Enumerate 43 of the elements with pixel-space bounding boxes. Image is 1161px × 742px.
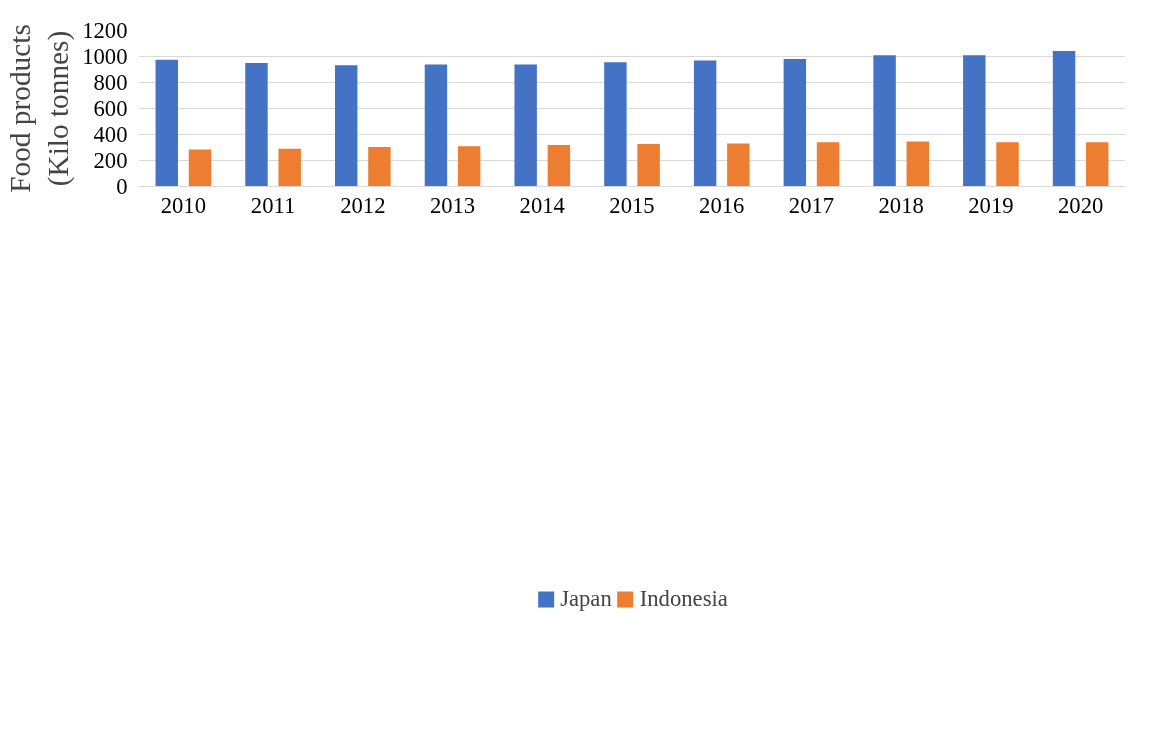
x-tick-label: 2014 xyxy=(519,192,565,218)
bar xyxy=(604,62,627,187)
bar xyxy=(637,144,660,187)
bar xyxy=(368,147,391,187)
legend-label: Japan xyxy=(560,585,612,612)
y-axis-title: Food products (Kilo tonnes) xyxy=(3,24,76,193)
y-tick-label: 0 xyxy=(116,174,128,199)
bar xyxy=(727,143,750,187)
bar xyxy=(514,64,537,187)
y-tick-label: 800 xyxy=(93,70,128,95)
x-tick-label: 2010 xyxy=(160,192,207,218)
x-tick-label: 2017 xyxy=(788,192,835,218)
bar xyxy=(155,59,178,187)
bar xyxy=(245,63,268,187)
bar xyxy=(783,58,807,187)
bar xyxy=(906,141,929,187)
y-tick-label: 200 xyxy=(93,148,128,173)
bar xyxy=(693,60,717,187)
bar xyxy=(335,65,358,187)
y-tick-label: 1000 xyxy=(82,44,128,69)
bar xyxy=(1052,50,1076,187)
x-tick-label: 2011 xyxy=(250,192,296,218)
bar xyxy=(424,64,448,187)
bar xyxy=(457,146,481,187)
bar xyxy=(996,142,1019,187)
x-tick-label: 2012 xyxy=(340,192,386,218)
bar xyxy=(1086,142,1109,187)
x-tick-label: 2015 xyxy=(609,192,655,218)
x-tick-label: 2020 xyxy=(1057,192,1104,218)
bar xyxy=(547,144,571,187)
bar xyxy=(188,149,212,187)
bar xyxy=(816,142,840,187)
bar xyxy=(963,55,986,187)
y-tick-label: 600 xyxy=(93,96,128,121)
x-tick-label: 2019 xyxy=(968,192,1014,218)
y-tick-label: 1200 xyxy=(82,18,128,43)
x-tick-label: 2016 xyxy=(699,192,745,218)
legend-label: Indonesia xyxy=(639,585,728,612)
bar xyxy=(873,55,896,187)
y-tick-label: 400 xyxy=(93,122,128,147)
x-tick-label: 2013 xyxy=(429,192,476,218)
x-tick-label: 2018 xyxy=(878,192,924,218)
bar xyxy=(278,148,301,187)
